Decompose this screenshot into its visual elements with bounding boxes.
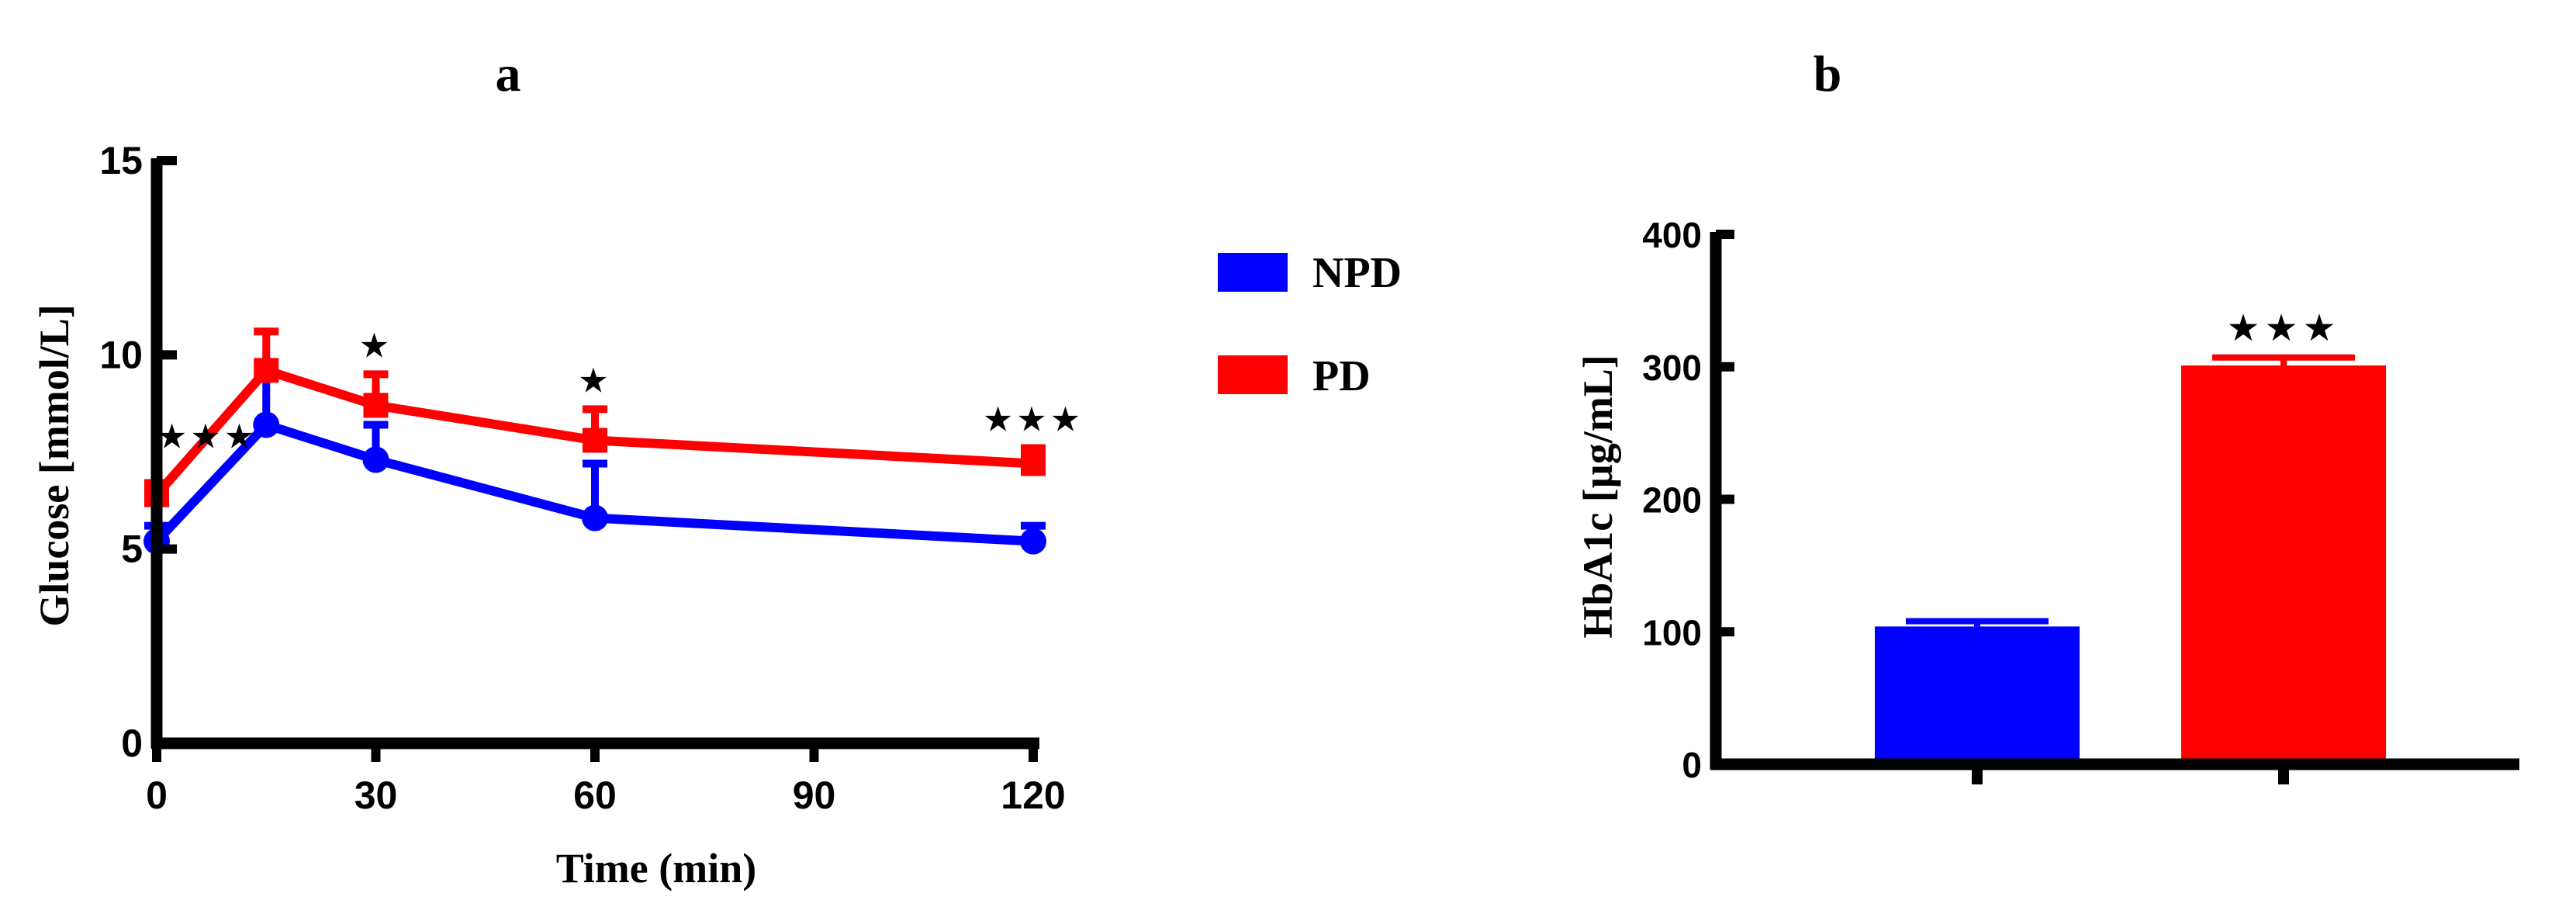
data-point-npd (253, 411, 280, 438)
y-tick-label: 100 (1642, 612, 1702, 653)
y-axis-label-hba1c: HbA1c [µg/mL] (1575, 355, 1621, 639)
y-tick-label: 5 (121, 528, 143, 571)
data-point-npd (582, 504, 608, 531)
data-point-npd (362, 446, 389, 473)
y-tick-label: 10 (99, 333, 143, 376)
legend-swatch-pd (1218, 355, 1288, 394)
bar-chart-hba1c: ★★★ 0 100 200 300 400 HbA1c [µg/mL] (1575, 215, 2519, 785)
x-tick-label: 0 (146, 774, 168, 817)
data-point-pd (583, 428, 607, 453)
line-chart-marks: ★★★★★★★★ (143, 327, 1084, 555)
legend-label-npd: NPD (1312, 249, 1402, 297)
x-axis-label: Time (min) (556, 845, 756, 891)
data-point-pd (363, 393, 389, 418)
significance-marker: ★★★ (983, 400, 1084, 438)
bar-chart-axes: 0 100 200 300 400 (1642, 215, 2519, 785)
x-tick-label: 120 (1001, 774, 1065, 817)
bar-npd (1875, 626, 2080, 764)
legend-label-pd: PD (1312, 352, 1371, 400)
significance-marker: ★ (578, 362, 611, 400)
data-point-pd (254, 358, 279, 383)
y-tick-label: 300 (1642, 348, 1702, 388)
legend-swatch-npd (1218, 253, 1288, 292)
data-point-npd (1020, 528, 1046, 555)
panel-b-label: b (1814, 46, 1842, 102)
y-tick-label: 15 (99, 139, 143, 182)
line-chart-axes: 0 5 10 15 0 30 60 90 120 (99, 139, 1065, 817)
y-tick-label: 0 (1682, 745, 1702, 785)
x-tick-label: 30 (354, 774, 398, 817)
data-point-pd (1021, 451, 1046, 476)
significance-marker: ★ (359, 327, 392, 365)
y-tick-label: 400 (1642, 215, 1702, 255)
panel-a-label: a (496, 46, 521, 102)
x-tick-label: 60 (573, 774, 617, 817)
significance-marker: ★★★ (2226, 308, 2340, 349)
x-tick-label: 90 (793, 774, 836, 817)
y-axis-label: Glucose [mmol/L] (31, 304, 78, 626)
significance-marker: ★★★ (157, 418, 258, 456)
legend: NPD PD (1218, 249, 1402, 400)
bar-pd (2181, 365, 2386, 765)
bar-chart-marks: ★★★ (1875, 308, 2386, 765)
y-tick-label: 200 (1642, 480, 1702, 521)
y-tick-label: 0 (121, 722, 143, 765)
